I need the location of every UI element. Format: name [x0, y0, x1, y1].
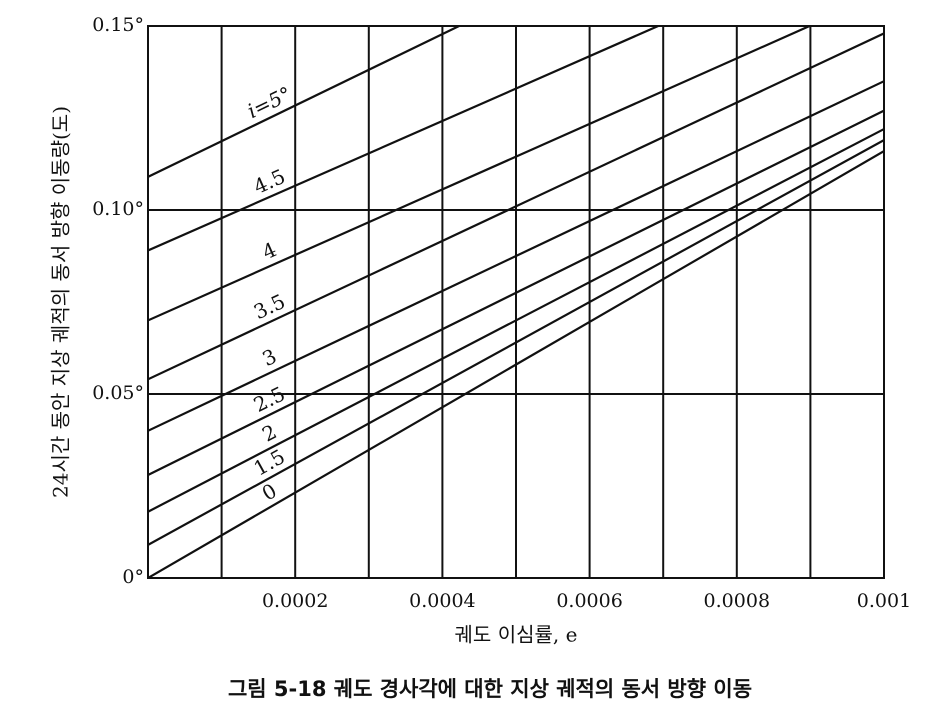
series-line — [148, 26, 462, 178]
y-tick-label: 0.05° — [92, 382, 144, 404]
series-label: 2.5 — [250, 381, 289, 417]
series-label: 2 — [258, 419, 280, 446]
x-tick-label: 0.0006 — [556, 590, 622, 612]
series-label: 4.5 — [250, 164, 289, 199]
labels: i=5°4.543.532.521.50 — [243, 82, 295, 506]
x-tick-label: 0.0004 — [409, 590, 475, 612]
series-line — [148, 109, 884, 476]
y-tick-label: 0.10° — [92, 198, 144, 220]
x-tick-label: 0.001 — [857, 590, 911, 612]
series-line — [148, 139, 884, 546]
series-label: 3 — [258, 344, 280, 371]
series-line — [148, 26, 661, 252]
series-line — [148, 32, 884, 381]
series-label: 0 — [258, 478, 281, 505]
series-line — [148, 80, 884, 432]
grid — [148, 25, 885, 579]
x-axis-label: 궤도 이심률, e — [455, 623, 578, 647]
series-line — [148, 128, 884, 513]
series-label: 3.5 — [250, 289, 289, 324]
series-line — [148, 26, 813, 322]
x-tick-label: 0.0002 — [262, 590, 328, 612]
series-line — [148, 150, 884, 578]
series-label: 4 — [259, 237, 280, 264]
x-tick-label: 0.0008 — [704, 590, 770, 612]
series-label: 1.5 — [250, 444, 289, 480]
y-tick-label: 0.15° — [92, 14, 144, 36]
caption: 그림 5-18 궤도 경사각에 대한 지상 궤적의 동서 방향 이동 — [228, 677, 752, 701]
y-tick-label: 0° — [122, 566, 144, 588]
lines — [148, 26, 884, 578]
y-axis-label: 24시간 동안 지상 궤적의 동서 방향 이동량(도) — [49, 106, 73, 498]
